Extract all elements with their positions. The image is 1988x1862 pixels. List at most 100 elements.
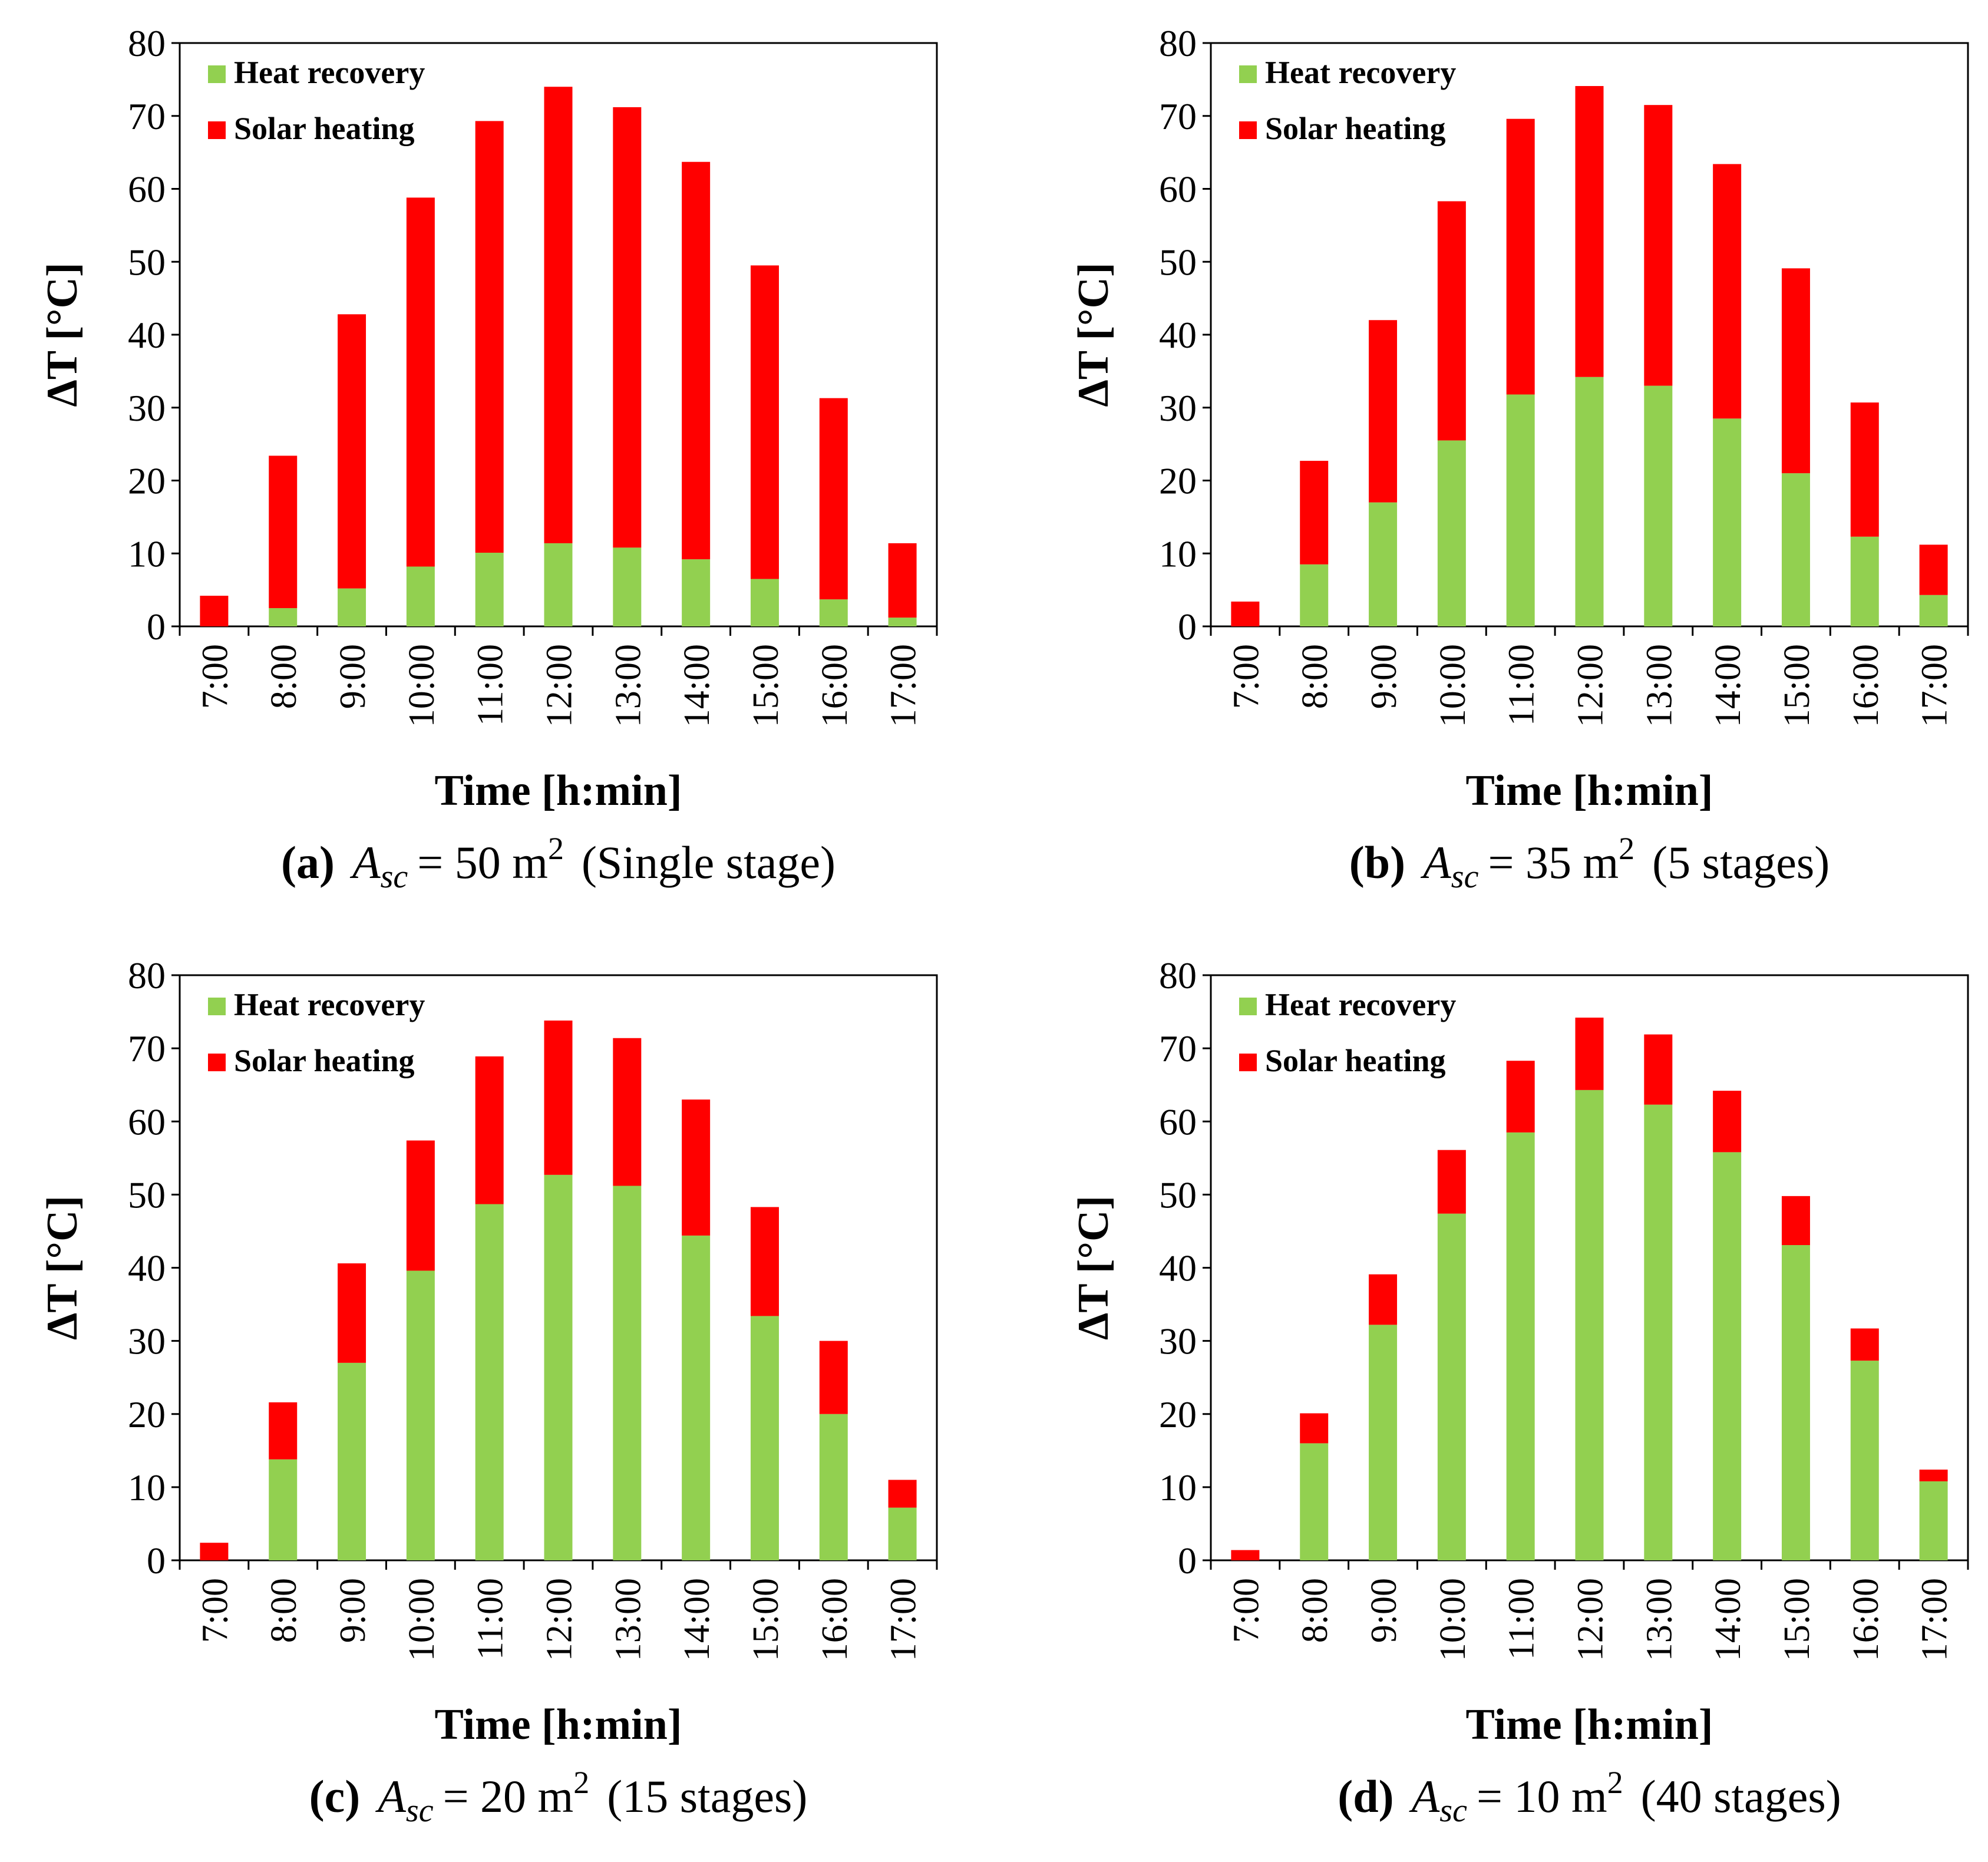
bar-heat-recovery [269,608,298,626]
bar-heat-recovery [1506,1132,1535,1560]
caption-note: (40 stages) [1641,1771,1841,1822]
bar-heat-recovery [1713,1152,1742,1560]
x-tick-label: 11:00 [471,644,511,726]
legend-heat-recovery: Heat recovery [208,987,425,1022]
y-tick-label: 50 [1159,241,1197,283]
chart-panel-d: 0 10 20 30 40 50 60 70 80 7:00 8:00 9:00 10:00 11:00 1… [1069,955,1969,1829]
y-tick-label: 40 [128,1247,166,1289]
legend-label: Solar heating [1265,111,1446,146]
bar-solar-heating [750,1207,779,1316]
chart-panel-b: 0 10 20 30 40 50 60 70 80 7:00 8:00 9:00 10:00 11:00 1… [1069,22,1969,895]
x-tick-label: 7:00 [1226,644,1266,709]
bar-solar-heating [338,1263,366,1363]
bar-solar-heating [1713,164,1742,419]
bar-solar-heating [1369,1274,1398,1325]
x-tick-label: 16:00 [815,1578,855,1661]
caption-note: (5 stages) [1652,837,1830,888]
x-axis-title: Time [h:min] [1465,767,1713,815]
legend-label: Solar heating [234,111,415,146]
y-tick-label: 20 [128,460,166,502]
x-tick-label: 14:00 [677,644,717,727]
x-tick-label: 15:00 [1777,644,1817,727]
x-tick-label: 8:00 [264,644,304,709]
y-tick-label: 70 [128,1028,166,1069]
x-tick-label: 17:00 [884,644,924,727]
bar-heat-recovery [544,1174,573,1560]
x-tick-label: 15:00 [1777,1578,1817,1661]
caption-note: (Single stage) [582,837,836,888]
bar-solar-heating [269,455,298,609]
y-axis-title: ΔT [°C] [1069,262,1118,407]
bar-solar-heating [1369,320,1398,503]
caption-equals: = 35 m [1488,837,1619,888]
x-tick-label: 10:00 [402,1578,442,1661]
x-tick-label: 16:00 [1846,644,1886,727]
y-tick-label: 60 [128,1101,166,1143]
x-tick-label: 9:00 [333,1578,373,1643]
bar-solar-heating [1850,1328,1879,1361]
y-tick-label: 0 [147,606,166,648]
y-axis-title: ΔT [°C] [1069,1196,1118,1340]
bar-heat-recovery [338,588,366,626]
bar-heat-recovery [1575,1090,1604,1560]
y-tick-label: 0 [147,1540,166,1582]
legend-swatch [1239,65,1257,83]
caption-subscript: sc [1451,859,1479,895]
panel-caption: (a) Asc = 50 m2 (Single stage) [281,831,836,895]
x-tick-label: 12:00 [540,644,580,727]
bar-heat-recovery [475,553,504,626]
y-tick-label: 70 [1159,1028,1197,1069]
panel-label: (d) [1338,1771,1393,1822]
bar-solar-heating [1919,1470,1948,1481]
x-tick-label: 11:00 [1502,644,1542,726]
x-tick-label: 11:00 [471,1578,511,1660]
bar-solar-heating [544,87,573,543]
legend-label: Solar heating [1265,1043,1446,1078]
x-tick-label: 8:00 [264,1578,304,1643]
y-axis-title: ΔT [°C] [38,262,87,407]
bar-heat-recovery [1300,564,1329,626]
legend-swatch [208,1054,226,1071]
x-tick-label: 9:00 [1364,644,1404,709]
panel-caption: (d) Asc = 10 m2 (40 stages) [1338,1765,1841,1829]
bar-heat-recovery [1644,385,1673,626]
bar-solar-heating [1644,1034,1673,1105]
x-tick-label: 13:00 [1639,644,1679,727]
bar-heat-recovery [544,543,573,626]
bar-solar-heating [1231,601,1260,626]
x-tick-label: 12:00 [540,1578,580,1661]
caption-symbol: A [349,837,381,888]
y-tick-label: 20 [1159,1394,1197,1435]
y-tick-label: 70 [128,95,166,137]
x-tick-label: 9:00 [333,644,373,709]
bar-heat-recovery [1919,1481,1948,1560]
bar-solar-heating [1231,1550,1260,1560]
y-tick-label: 40 [128,314,166,356]
bar-solar-heating [1437,1150,1466,1214]
legend-swatch [208,998,226,1015]
bar-solar-heating [406,1140,435,1271]
bar-solar-heating [613,1038,642,1186]
bar-heat-recovery [406,1270,435,1560]
x-tick-label: 17:00 [1915,1578,1955,1661]
x-tick-label: 16:00 [1846,1578,1886,1661]
legend-solar-heating: Solar heating [1239,1043,1446,1078]
panel-label: (b) [1349,837,1405,888]
bar-heat-recovery [1781,1245,1810,1560]
x-tick-label: 13:00 [1639,1578,1679,1661]
x-tick-label: 8:00 [1295,1578,1335,1643]
y-tick-label: 80 [128,955,166,996]
panel-label: (c) [309,1771,361,1822]
caption-equals: = 50 m [417,837,548,888]
bar-heat-recovery [888,1507,917,1560]
caption-superscript: 2 [573,1765,589,1800]
bar-heat-recovery [1506,394,1535,626]
caption-subscript: sc [1439,1792,1467,1829]
bar-solar-heating [819,1341,848,1414]
caption-symbol: A [1420,837,1451,888]
x-tick-label: 15:00 [746,1578,786,1661]
x-tick-label: 14:00 [677,1578,717,1661]
x-tick-label: 12:00 [1571,1578,1611,1661]
bar-heat-recovery [269,1459,298,1560]
y-tick-label: 20 [1159,460,1197,502]
